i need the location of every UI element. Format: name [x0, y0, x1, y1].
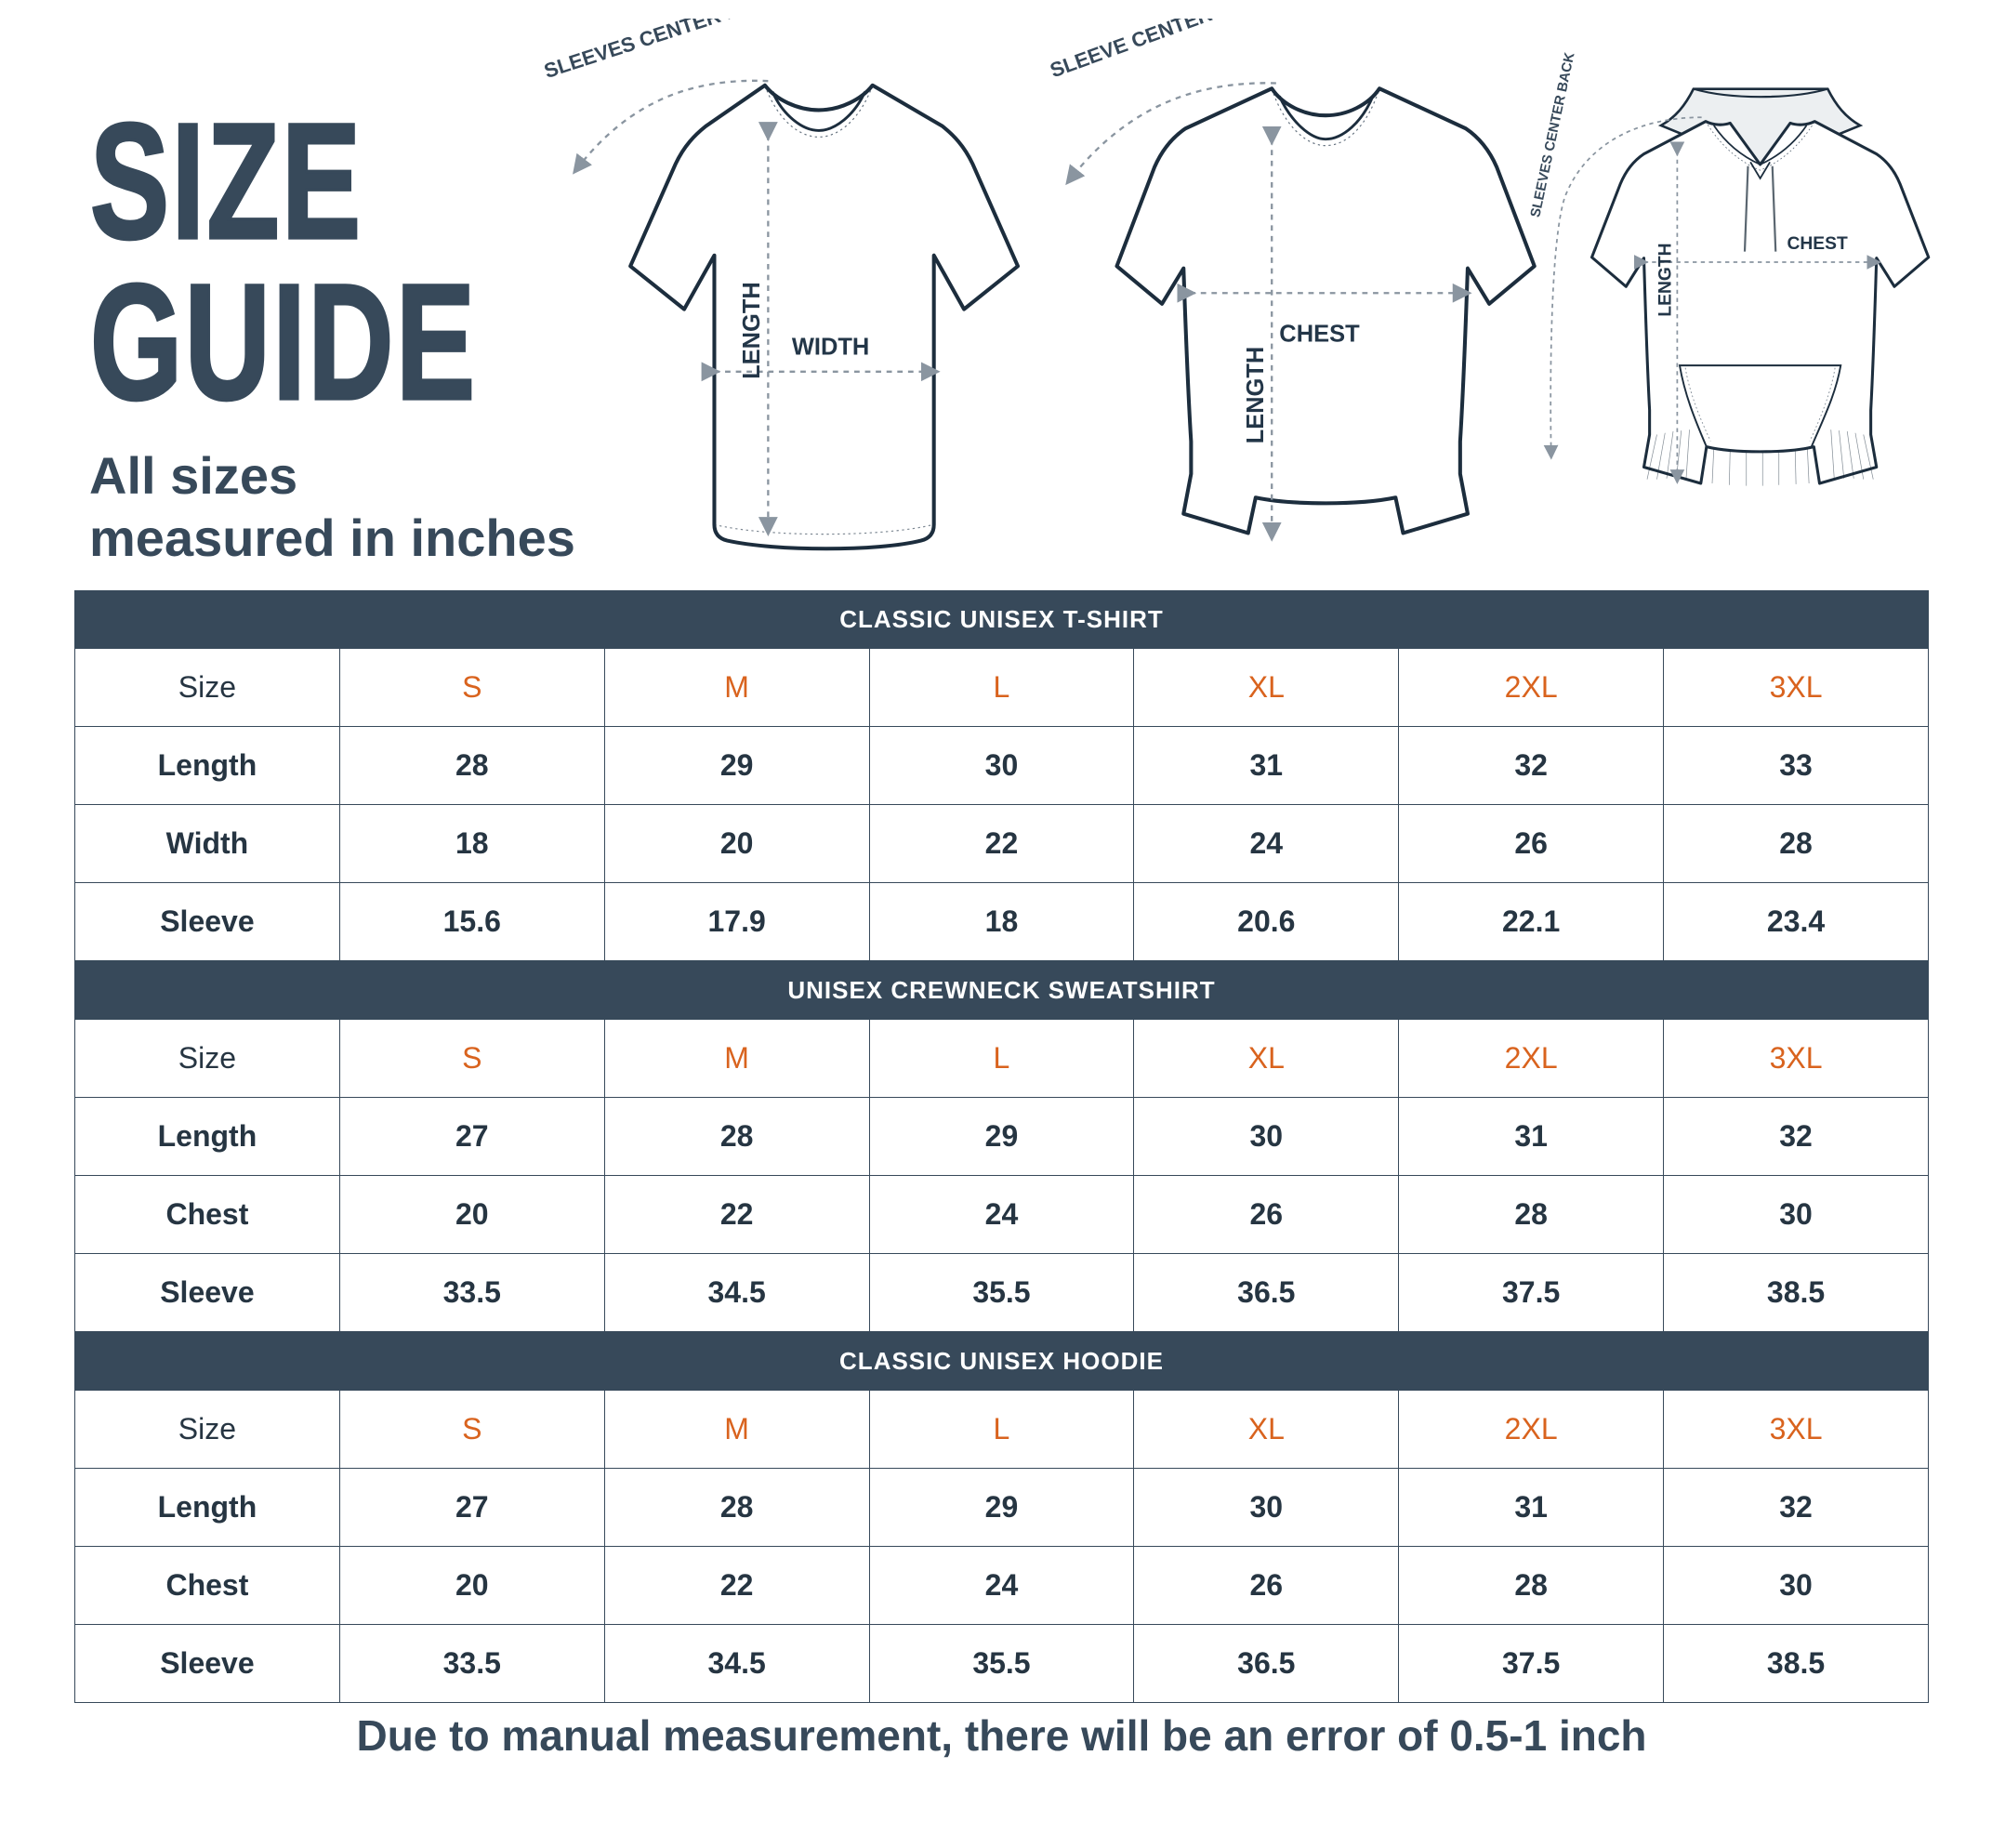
svg-text:SLEEVES CENTER BACK: SLEEVES CENTER BACK	[541, 19, 785, 83]
svg-text:LENGTH: LENGTH	[1243, 347, 1269, 444]
svg-text:CHEST: CHEST	[1279, 321, 1360, 347]
svg-text:LENGTH: LENGTH	[739, 282, 765, 379]
svg-text:CHEST: CHEST	[1787, 234, 1848, 254]
svg-text:WIDTH: WIDTH	[792, 334, 869, 360]
svg-text:SLEEVE CENTER BACK: SLEEVE CENTER BACK	[1047, 19, 1275, 82]
svg-text:LENGTH: LENGTH	[1655, 243, 1675, 316]
